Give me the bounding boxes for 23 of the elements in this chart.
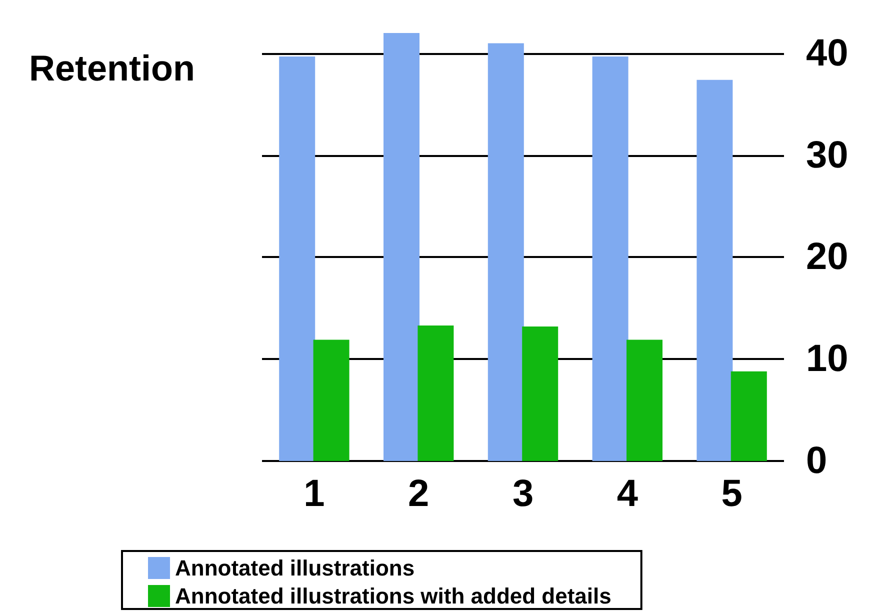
y-tick-label: 10 (806, 338, 848, 380)
x-tick-label: 2 (408, 473, 430, 515)
bar (696, 80, 733, 461)
y-tick-label: 40 (806, 32, 848, 74)
x-tick-label: 3 (512, 473, 534, 515)
text: Retention (29, 48, 195, 88)
bar (730, 371, 767, 461)
x-tick-label: 5 (721, 473, 742, 515)
bar (592, 56, 628, 461)
bar (488, 43, 524, 461)
bar (626, 340, 662, 461)
bar (313, 340, 350, 461)
bar (384, 33, 420, 461)
x-tick-label: 4 (616, 473, 638, 515)
bar (418, 325, 454, 461)
bar (279, 56, 316, 461)
y-tick-label: 0 (806, 440, 828, 482)
legend-label: Annotated illustrations (175, 556, 415, 580)
legend-label: Annotated illustrations with added details (175, 584, 612, 608)
y-tick-label: 20 (806, 236, 848, 278)
x-tick-label: 1 (304, 473, 325, 515)
y-tick-label: 30 (806, 134, 848, 176)
bar (522, 326, 558, 461)
